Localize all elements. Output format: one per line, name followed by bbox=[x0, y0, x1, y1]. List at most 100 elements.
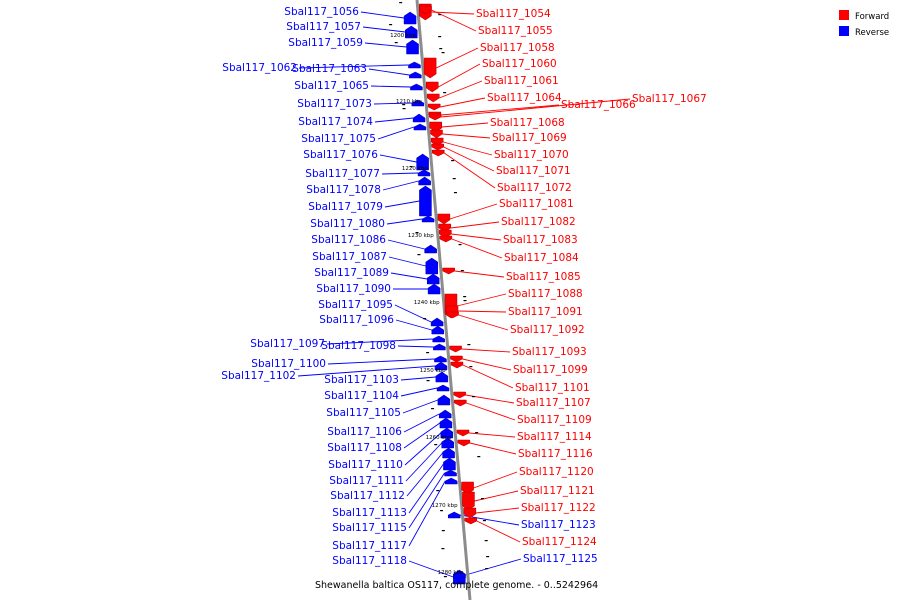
feature-marker bbox=[482, 520, 486, 522]
reverse-gene-leader-line bbox=[377, 126, 415, 140]
reverse-gene-label: Sbal117_1103 bbox=[324, 374, 399, 386]
reverse-gene-leader-line bbox=[400, 387, 438, 397]
forward-gene-leader-line bbox=[456, 293, 507, 307]
reverse-gene-label: Sbal117_1112 bbox=[330, 490, 405, 502]
feature-marker bbox=[452, 178, 456, 180]
forward-gene-label: Sbal117_1091 bbox=[508, 306, 583, 318]
tick-label: 1240 kbp bbox=[414, 300, 440, 306]
forward-gene-leader-line bbox=[458, 310, 507, 313]
reverse-gene-leader-line bbox=[402, 399, 439, 414]
reverse-gene-label: Sbal117_1113 bbox=[332, 507, 407, 519]
tick-label: 1210 kbp bbox=[396, 99, 422, 105]
reverse-gene-block bbox=[412, 113, 426, 123]
reverse-gene-label: Sbal117_1077 bbox=[305, 168, 380, 180]
reverse-gene-label: Sbal117_1076 bbox=[303, 149, 378, 161]
reverse-gene-label: Sbal117_1104 bbox=[324, 390, 399, 402]
forward-gene-leader-line bbox=[443, 152, 496, 189]
forward-gene-leader-line bbox=[431, 9, 477, 32]
reverse-gene-leader-line bbox=[388, 256, 426, 267]
reverse-gene-block bbox=[439, 417, 453, 429]
legend-forward-label: Forward bbox=[855, 12, 889, 22]
reverse-gene-leader-line bbox=[406, 452, 443, 497]
feature-marker bbox=[438, 14, 442, 16]
legend: Forward Reverse bbox=[839, 10, 889, 38]
reverse-gene-label: Sbal117_1062 bbox=[222, 62, 297, 74]
forward-gene-leader-line bbox=[462, 364, 514, 389]
reverse-gene-block bbox=[425, 257, 439, 275]
feature-marker bbox=[460, 270, 464, 272]
reverse-gene-leader-line bbox=[386, 218, 423, 225]
forward-gene-label: Sbal117_1124 bbox=[522, 536, 597, 548]
reverse-gene-leader-line bbox=[298, 64, 409, 69]
reverse-gene-block bbox=[432, 335, 445, 343]
forward-gene-block bbox=[439, 235, 453, 243]
forward-gene-label: Sbal117_1067 bbox=[632, 93, 707, 105]
forward-gene-leader-line bbox=[435, 47, 479, 69]
reverse-gene-label: Sbal117_1063 bbox=[292, 63, 367, 75]
reverse-gene-block bbox=[433, 343, 446, 351]
tick-label: 1260 kbp bbox=[426, 435, 452, 441]
reverse-gene-block bbox=[424, 244, 437, 254]
forward-gene-leader-line bbox=[440, 97, 486, 108]
feature-marker bbox=[439, 48, 443, 50]
reverse-gene-block bbox=[437, 394, 451, 406]
feature-marker bbox=[426, 380, 430, 382]
feature-marker bbox=[463, 300, 467, 302]
reverse-gene-leader-line bbox=[368, 68, 410, 76]
forward-gene-leader-line bbox=[438, 63, 481, 88]
forward-gene-block bbox=[432, 149, 445, 157]
forward-gene-block bbox=[437, 213, 451, 225]
forward-gene-label: Sbal117_1054 bbox=[476, 8, 551, 20]
tick-label: 1250 kbp bbox=[420, 368, 446, 374]
forward-gene-block bbox=[456, 429, 470, 437]
tick-label: 1280 kbp bbox=[438, 570, 464, 576]
reverse-gene-block bbox=[442, 447, 455, 459]
reverse-gene-label: Sbal117_1098 bbox=[321, 340, 396, 352]
forward-gene-block bbox=[427, 93, 440, 103]
forward-gene-label: Sbal117_1084 bbox=[504, 252, 579, 264]
forward-gene-label: Sbal117_1116 bbox=[518, 448, 593, 460]
forward-gene-block bbox=[419, 5, 432, 15]
reverse-gene-block bbox=[416, 153, 429, 171]
forward-gene-block bbox=[450, 361, 464, 369]
forward-gene-block bbox=[427, 103, 441, 111]
forward-gene-label: Sbal117_1093 bbox=[512, 346, 587, 358]
reverse-gene-block bbox=[447, 511, 461, 519]
reverse-gene-block bbox=[421, 215, 435, 223]
reverse-gene-leader-line bbox=[408, 480, 446, 547]
reverse-gene-label: Sbal117_1105 bbox=[326, 407, 401, 419]
reverse-gene-label: Sbal117_1087 bbox=[312, 251, 387, 263]
feature-marker bbox=[436, 490, 440, 492]
reverse-gene-block bbox=[430, 317, 444, 327]
feature-marker bbox=[441, 548, 445, 550]
forward-gene-leader-line bbox=[450, 221, 500, 229]
reverse-gene-leader-line bbox=[408, 560, 454, 578]
feature-marker bbox=[438, 36, 442, 38]
forward-gene-label: Sbal117_1064 bbox=[487, 92, 562, 104]
reverse-gene-leader-line bbox=[362, 26, 406, 33]
reverse-gene-block bbox=[419, 185, 432, 217]
forward-gene-block bbox=[464, 517, 478, 525]
forward-gene-leader-line bbox=[451, 238, 503, 259]
feature-marker bbox=[426, 352, 430, 354]
reverse-gene-label: Sbal117_1074 bbox=[298, 116, 373, 128]
forward-gene-block bbox=[453, 391, 466, 399]
reverse-gene-block bbox=[443, 457, 456, 471]
reverse-gene-label: Sbal117_1118 bbox=[332, 555, 407, 567]
forward-gene-label: Sbal117_1066 bbox=[561, 99, 636, 111]
leader-lines bbox=[297, 9, 631, 578]
forward-gene-label: Sbal117_1083 bbox=[503, 234, 578, 246]
forward-gene-label: Sbal117_1121 bbox=[520, 485, 595, 497]
legend-reverse-swatch bbox=[839, 26, 849, 36]
feature-marker bbox=[486, 556, 490, 558]
reverse-gene-leader-line bbox=[364, 42, 407, 48]
reverse-gene-label: Sbal117_1080 bbox=[310, 218, 385, 230]
reverse-gene-label: Sbal117_1106 bbox=[327, 426, 402, 438]
feature-marker bbox=[453, 192, 457, 194]
reverse-gene-label: Sbal117_1056 bbox=[284, 6, 359, 18]
reverse-gene-leader-line bbox=[379, 154, 417, 163]
feature-marker bbox=[480, 498, 484, 500]
forward-gene-label: Sbal117_1082 bbox=[501, 216, 576, 228]
forward-gene-leader-line bbox=[441, 98, 631, 118]
reverse-gene-label: Sbal117_1125 bbox=[523, 553, 598, 565]
